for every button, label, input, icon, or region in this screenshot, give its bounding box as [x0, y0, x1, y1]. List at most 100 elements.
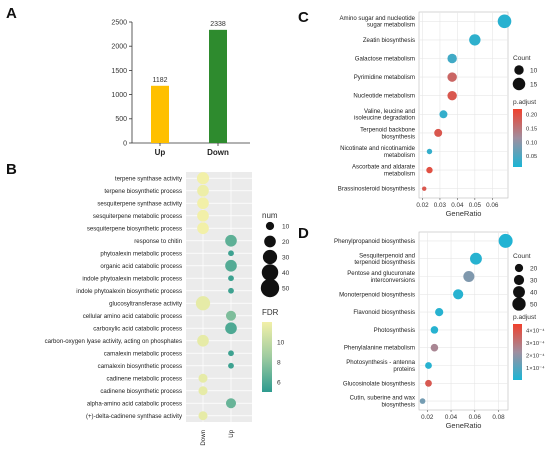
b-size-legend-title: num	[262, 211, 278, 220]
d-y-category-label: Cutin, suberine and wax	[350, 395, 415, 402]
d-size-legend-dot	[513, 274, 525, 286]
c-y-category-label: biosynthesis	[381, 133, 415, 140]
b-size-legend-label: 20	[282, 239, 290, 246]
b-size-legend-label: 50	[282, 285, 290, 292]
d-color-tick-label: 3×10⁻⁴	[526, 340, 545, 347]
b-y-category-label: indole phytoalexin biosynthetic process	[76, 288, 182, 295]
d-y-category-label: Photosynthesis	[374, 327, 415, 334]
c-dot	[439, 110, 448, 119]
b-dot	[197, 184, 209, 197]
b-y-category-label: carbon-oxygen lyase activity, acting on …	[45, 338, 182, 345]
b-size-legend-label: 10	[282, 223, 290, 230]
b-dot	[225, 398, 237, 409]
d-dot	[498, 233, 513, 248]
c-plot-frame	[418, 11, 509, 199]
d-size-legend-dot	[512, 297, 526, 311]
c-dot	[434, 128, 443, 137]
d-dot	[425, 362, 432, 369]
c-dot	[426, 166, 433, 174]
b-size-legend-label: 40	[282, 270, 290, 277]
d-dot	[463, 270, 475, 283]
d-dot	[419, 398, 426, 404]
d-y-category-label: Phenylalanine metabolism	[344, 345, 415, 352]
b-dot	[228, 287, 234, 294]
d-y-category-label: terpenoid biosynthesis	[354, 259, 415, 266]
b-size-legend-dot	[260, 278, 280, 298]
b-dot	[197, 197, 209, 210]
b-y-category-label: organic acid catabolic process	[100, 263, 182, 270]
d-dot	[470, 252, 482, 265]
d-x-tick-label: 0.08	[492, 414, 505, 421]
d-y-category-label: Pentose and glucuronate	[347, 270, 415, 277]
c-y-category-label: metabolism	[384, 152, 415, 159]
c-y-category-label: Valine, leucine and	[364, 108, 415, 115]
d-dot	[453, 289, 464, 300]
c-color-tick-label: 0.05	[526, 154, 537, 160]
a-y-tick-label: 2000	[111, 44, 127, 51]
c-size-legend-label: 10	[530, 67, 538, 74]
b-x-category-label: Up	[228, 429, 235, 437]
b-dot	[198, 386, 208, 396]
b-y-category-label: (+)-delta-cadinene synthase activity	[86, 413, 183, 420]
d-size-legend-label: 20	[530, 265, 538, 272]
c-size-legend-title: Count	[513, 55, 531, 62]
b-dot	[225, 322, 237, 335]
a-y-tick-label: 500	[115, 116, 127, 123]
a-bar-up	[151, 85, 169, 143]
c-x-tick-label: 0.03	[434, 202, 447, 209]
b-y-category-label: terpene synthase activity	[115, 175, 183, 182]
d-dot	[435, 307, 444, 317]
b-color-tick-label: 6	[277, 379, 281, 386]
panel-label-a: A	[6, 5, 17, 22]
c-color-legend-title: p.adjust	[513, 99, 536, 106]
b-dot	[196, 172, 210, 185]
panel-label-c: C	[298, 9, 309, 26]
d-size-legend-dot	[513, 286, 525, 298]
b-plot-background	[186, 172, 252, 422]
b-size-legend-dot	[265, 221, 275, 231]
b-dot	[197, 209, 209, 222]
b-y-category-label: sesquiterpene synthase activity	[97, 200, 183, 207]
b-color-legend-title: FDR	[262, 308, 279, 317]
a-x-category-label: Down	[207, 148, 229, 157]
d-x-tick-label: 0.06	[469, 414, 482, 421]
panel-label-d: D	[298, 225, 309, 242]
d-size-legend-dot	[514, 263, 524, 273]
d-plot-frame	[418, 231, 509, 411]
b-y-category-label: response to chitin	[134, 238, 182, 245]
c-x-tick-label: 0.02	[416, 202, 429, 209]
c-dot	[447, 53, 457, 64]
c-y-category-label: metabolism	[384, 171, 415, 178]
b-y-category-label: camalexin metabolic process	[104, 350, 182, 357]
d-dot	[425, 379, 432, 387]
b-size-legend-dot	[262, 249, 278, 265]
d-dot	[430, 326, 439, 334]
b-y-category-label: indole phytoalexin metabolic process	[82, 275, 182, 282]
b-y-category-label: cadinene biosynthetic process	[100, 388, 182, 395]
c-y-category-label: Amino sugar and nucleotide	[339, 15, 415, 22]
c-y-category-label: Brassinosteroid biosynthesis	[338, 186, 415, 193]
c-y-category-label: Ascorbate and aldarate	[352, 164, 416, 171]
a-bar-down	[209, 29, 227, 144]
c-size-legend-dot	[514, 65, 524, 75]
bar-chart-a: 0 500 1000 1500 2000 2500 1182 Up 2338 Down	[111, 19, 250, 157]
c-y-category-label: Nicotinate and nicotinamide	[340, 145, 415, 152]
b-color-tick-label: 10	[277, 339, 285, 346]
dot-plot-b: terpene synthase activity terpene biosynt…	[45, 172, 290, 446]
c-color-bar	[513, 109, 522, 167]
b-y-category-label: camalexin biosynthetic process	[98, 363, 182, 370]
b-y-category-label: alpha-amino acid catabolic process	[87, 400, 182, 407]
b-color-tick-label: 8	[277, 359, 281, 366]
c-color-tick-label: 0.15	[526, 127, 537, 133]
c-color-tick-label: 0.20	[526, 113, 537, 119]
b-size-legend-label: 30	[282, 254, 290, 261]
b-dot	[197, 334, 209, 347]
a-x-category-label: Up	[155, 148, 166, 157]
d-size-legend-label: 40	[530, 289, 538, 296]
d-y-category-label: Sesquiterpenoid and	[359, 252, 415, 259]
a-y-tick-label: 0	[123, 140, 127, 147]
b-dot	[225, 310, 237, 321]
d-color-legend-title: p.adjust	[513, 314, 536, 321]
